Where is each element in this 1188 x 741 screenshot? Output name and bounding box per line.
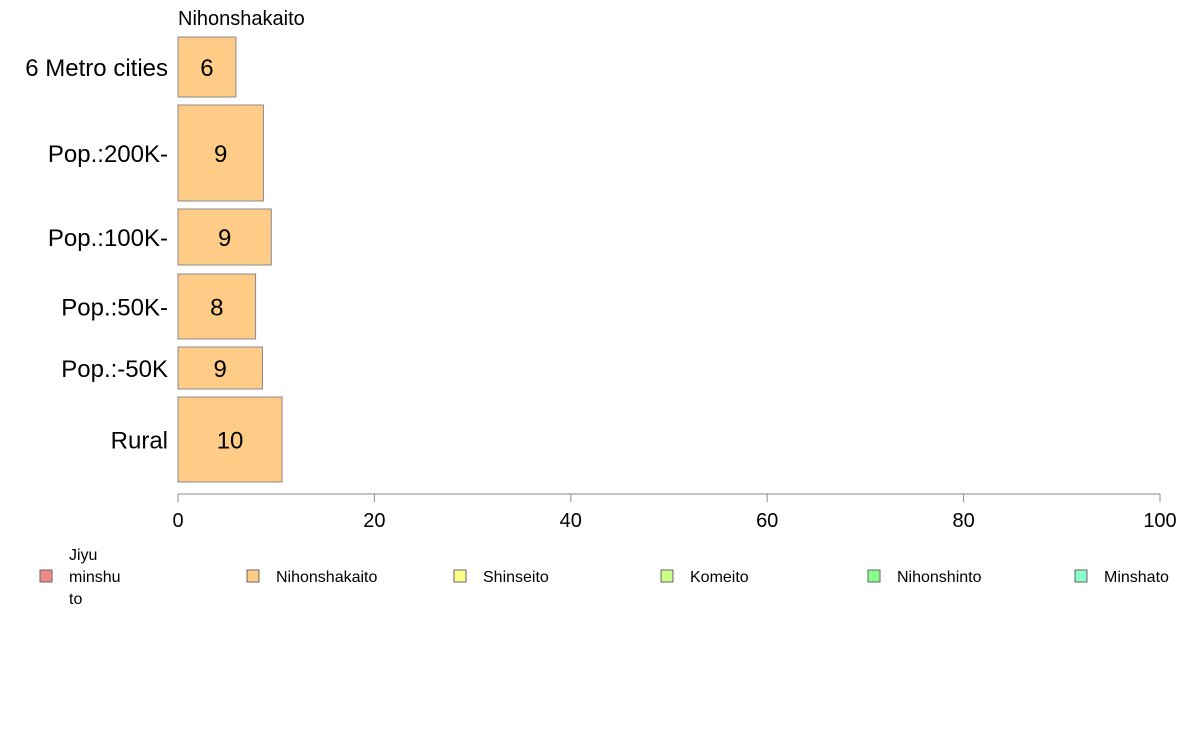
bars-group: 6 6 Metro cities 9 Pop.:200K- 9 Pop.:100K- 8 Po… (25, 36, 283, 483)
x-tick-label: 20 (363, 510, 385, 532)
legend: Jiyu minshu to Nihonshakaito Shinseito Komeit… (39, 547, 1169, 608)
x-tick-label: 0 (172, 510, 183, 532)
bar-value-label: 9 (218, 225, 231, 252)
legend-label: Shinseito (483, 569, 549, 586)
bar (177, 346, 263, 390)
legend-label: Komeito (690, 569, 749, 586)
bar (177, 36, 237, 98)
legend-swatch (453, 569, 467, 583)
bar-value-label: 8 (210, 295, 223, 322)
legend-swatch (660, 569, 674, 583)
bar-value-label: 6 (200, 55, 213, 82)
legend-swatch (867, 569, 881, 583)
legend-swatch (246, 569, 260, 583)
chart-title: Nihonshakaito (178, 8, 305, 30)
legend-label: Nihonshinto (897, 569, 982, 586)
category-label: Pop.:200K- (48, 141, 168, 168)
legend-label: Jiyu (69, 547, 97, 564)
category-label: Pop.:100K- (48, 225, 168, 252)
x-tick-label: 60 (756, 510, 778, 532)
legend-label: to (69, 591, 82, 608)
legend-swatch (39, 569, 53, 583)
bar (177, 104, 264, 202)
legend-label: Nihonshakaito (276, 569, 378, 586)
legend-swatch (1074, 569, 1088, 583)
category-label: Pop.:50K- (61, 295, 168, 322)
bar (177, 208, 272, 266)
x-axis: 0 20 40 60 80 100 (172, 493, 1177, 532)
x-tick-label: 80 (952, 510, 974, 532)
bar-value-label: 9 (214, 141, 227, 168)
legend-label: minshu (69, 569, 121, 586)
bar-value-label: 9 (214, 356, 227, 383)
x-tick-label: 40 (560, 510, 582, 532)
category-label: Pop.:-50K (61, 356, 168, 383)
legend-label: Minshato (1104, 569, 1169, 586)
category-label: 6 Metro cities (25, 55, 168, 82)
bar-value-label: 10 (217, 428, 244, 455)
bar (177, 396, 283, 483)
category-label: Rural (111, 428, 168, 455)
bar (177, 273, 257, 340)
x-tick-label: 100 (1143, 510, 1176, 532)
